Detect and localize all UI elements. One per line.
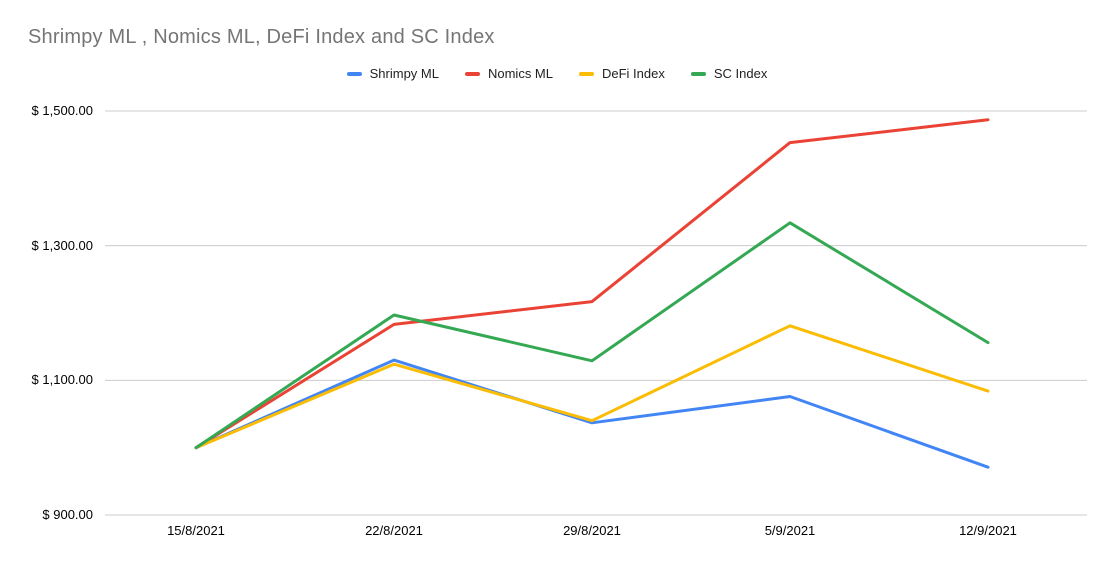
nomics-ml-swatch-icon	[464, 71, 480, 76]
legend-label: Shrimpy ML	[369, 66, 439, 81]
series-line-sc-index	[194, 221, 990, 450]
chart-title: Shrimpy ML , Nomics ML, DeFi Index and S…	[28, 26, 495, 48]
y-axis-tick-label: $ 1,500.00	[31, 103, 93, 118]
legend-label: SC Index	[713, 66, 768, 81]
sc-index-swatch-icon	[690, 71, 706, 76]
x-axis-tick-label: 5/9/2021	[764, 523, 816, 538]
shrimpy-ml-swatch-icon	[346, 71, 362, 76]
y-axis-tick-label: $ 1,100.00	[31, 372, 93, 388]
legend-item-shrimpy-ml[interactable]: Shrimpy ML	[346, 66, 439, 81]
series-line-defi-index	[194, 324, 990, 450]
y-axis-tick-label: $ 1,300.00	[31, 237, 93, 253]
x-axis-tick-label: 22/8/2021	[365, 523, 423, 538]
series-line-shrimpy-ml	[194, 358, 990, 469]
x-axis-tick-label: 12/9/2021	[959, 523, 1017, 538]
legend-item-nomics-ml[interactable]: Nomics ML	[464, 66, 553, 81]
x-axis-tick-label: 15/8/2021	[167, 523, 225, 538]
y-axis-tick-label: $ 900.00	[42, 507, 93, 522]
legend-item-sc-index[interactable]: SC Index	[690, 66, 768, 81]
x-axis-tick-label: 29/8/2021	[563, 523, 621, 538]
legend-item-defi-index[interactable]: DeFi Index	[579, 66, 665, 81]
legend-label: Nomics ML	[487, 66, 553, 81]
series-line-nomics-ml	[194, 118, 990, 450]
legend-label: DeFi Index	[602, 66, 665, 81]
defi-index-swatch-icon	[579, 71, 594, 76]
legend: Shrimpy ML Nomics ML DeFi Index SC Index	[0, 66, 1114, 81]
